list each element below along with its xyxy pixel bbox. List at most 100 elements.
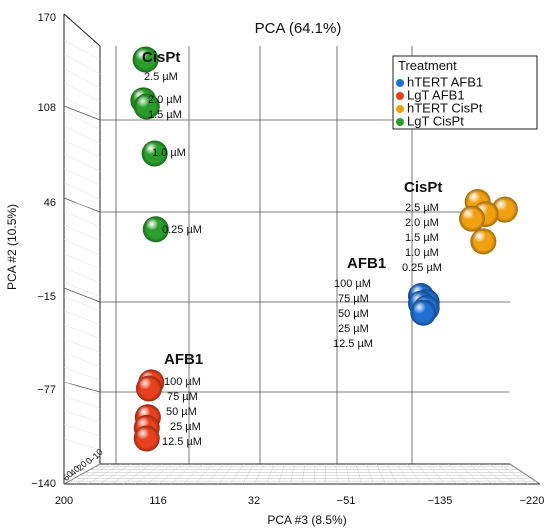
data-point-shade	[132, 46, 159, 73]
grid-line-floor	[75, 463, 111, 485]
group-title-lgt-cispt: CisPt	[142, 49, 180, 66]
grid-line-side-fine	[63, 367, 101, 381]
grid-line-floor	[356, 463, 362, 485]
data-point	[470, 228, 497, 255]
grid-line-floor	[99, 463, 131, 485]
grid-line-side-fine	[63, 410, 101, 423]
y-tick-label: 46	[44, 197, 56, 209]
grid-line-side-fine	[63, 54, 101, 75]
grid-line-floor	[63, 463, 101, 485]
legend-title: Treatment	[398, 58, 457, 73]
grid-line-side-fine	[63, 139, 101, 158]
dose-label-htert-afb1: 25 µM	[338, 323, 369, 335]
group-title-lgt-afb1: AFB1	[164, 351, 203, 368]
legend-box	[392, 55, 538, 130]
grid-line-side-fine	[63, 281, 101, 298]
data-point	[136, 375, 162, 402]
grid-line-side-fine	[63, 239, 101, 256]
grid-line-side-fine	[63, 196, 101, 214]
grid-line-floor	[254, 463, 265, 485]
grid-line-floor	[301, 463, 306, 485]
grid-line-side-fine	[63, 82, 101, 102]
dose-label-lgt-afb1: 100 µM	[164, 376, 201, 388]
dose-label-lgt-cispt: 2.0 µM	[148, 94, 182, 106]
data-point	[133, 93, 160, 120]
grid-line-floor	[458, 463, 481, 485]
grid-line-floor	[417, 463, 434, 485]
grid-line-side	[63, 287, 101, 303]
grid-line-side-fine	[63, 338, 101, 353]
grid-line-floor	[87, 463, 121, 485]
legend-entry-label: LgT CisPt	[407, 113, 464, 128]
x-tick-label: 200	[55, 495, 73, 507]
data-point	[142, 216, 169, 243]
data-point	[133, 425, 160, 452]
x-tick-label: −51	[337, 495, 356, 507]
dose-label-lgt-cispt: 2.5 µM	[144, 71, 178, 83]
grid-line-floor	[397, 463, 410, 485]
grid-line-floor	[479, 463, 505, 485]
axis-ticks: 200 116 32 −51 −135 −22017010846−15−77−140604…	[31, 12, 544, 507]
grid-line-floor	[448, 463, 469, 485]
grid-line-floor	[489, 463, 517, 485]
dose-label-htert-afb1: 75 µM	[338, 293, 369, 305]
chart-title: PCA (64.1%)	[255, 20, 342, 37]
y-tick-label: −15	[37, 291, 56, 303]
y-tick-label: 108	[38, 102, 56, 114]
grid-line-floor	[123, 463, 152, 485]
grid-line-floor	[194, 463, 213, 485]
group-title-htert-afb1: AFB1	[347, 255, 386, 272]
grid-line-floor	[170, 463, 193, 485]
dose-label-lgt-afb1: 12.5 µM	[162, 436, 202, 448]
grid-line-floor	[335, 463, 338, 485]
data-point	[410, 299, 437, 326]
grid-line-floor	[376, 463, 386, 485]
grid-line-side-fine	[63, 438, 101, 451]
data-point-shade	[410, 299, 437, 326]
data-point	[459, 205, 485, 232]
grid-line-side-fine	[63, 353, 101, 367]
dose-label-htert-afb1: 12.5 µM	[333, 338, 373, 350]
dose-label-htert-cispt: 2.0 µM	[405, 217, 439, 229]
grid-line-side-fine	[63, 253, 101, 270]
grid-line-floor	[147, 463, 172, 485]
dose-label-lgt-afb1: 75 µM	[167, 391, 198, 403]
dose-label-lgt-cispt: 0.25 µM	[162, 224, 202, 236]
y-tick-label: −77	[37, 384, 56, 396]
grid-line-side-fine	[63, 210, 101, 228]
legend-entry-label: hTERT CisPt	[407, 100, 483, 115]
group-title-htert-cispt: CisPt	[404, 179, 442, 196]
data-point-shade	[133, 425, 160, 452]
dose-label-htert-afb1: 50 µM	[338, 308, 369, 320]
grid-line-floor	[289, 463, 295, 485]
legend-marker	[396, 92, 404, 100]
grid-line-floor	[111, 463, 142, 485]
grid-line-floor	[499, 463, 529, 485]
legend-marker	[396, 79, 404, 87]
grid-line-side-fine	[63, 68, 101, 89]
grid-line-floor	[266, 463, 275, 485]
legend-marker	[396, 118, 404, 126]
grid-line-floor	[345, 463, 350, 485]
dose-label-lgt-afb1: 50 µM	[166, 406, 197, 418]
legend-entry-label: hTERT AFB1	[407, 74, 483, 89]
grid-line-floor	[159, 463, 183, 485]
x-tick-label: −220	[520, 495, 545, 507]
grid-lines	[63, 40, 541, 485]
grid-line-side-fine	[63, 153, 101, 172]
grid-line-floor	[218, 463, 234, 485]
grid-line-side-fine	[63, 395, 101, 409]
data-point-shade	[142, 216, 169, 243]
data-point-shade	[141, 140, 168, 167]
grid-line-floor	[230, 463, 244, 485]
grid-line-floor	[242, 463, 254, 485]
depth-tick-label: 0	[84, 456, 95, 467]
x-axis-title: PCA #3 (8.5%)	[267, 513, 346, 527]
data-point-shade	[133, 93, 160, 120]
x-tick-label: 116	[149, 495, 167, 507]
y-tick-label: −140	[31, 478, 56, 490]
grid-line-floor	[386, 463, 398, 485]
data-points	[130, 46, 518, 452]
legend-marker	[396, 105, 404, 113]
